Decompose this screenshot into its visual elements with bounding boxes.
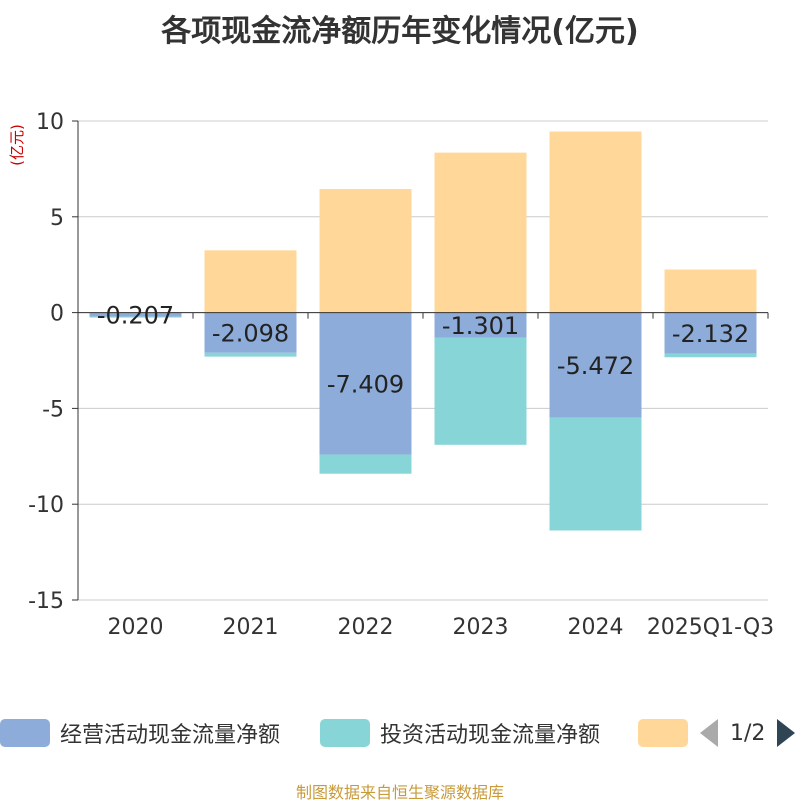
data-label: -0.207 [97,302,174,330]
legend-swatch-investing [320,719,370,747]
bar-operating-1 [204,312,297,353]
bar-investing-1 [204,352,297,357]
legend-item-operating[interactable]: 经营活动现金流量净额 [0,718,280,748]
source-note: 制图数据来自恒生聚源数据库 [295,783,504,802]
x-tick-label: 2020 [108,615,164,640]
data-label: -2.132 [672,320,749,348]
y-tick-label: 0 [50,302,64,327]
legend-item-investing[interactable]: 投资活动现金流量净额 [320,718,600,748]
chart-title: 各项现金流净额历年变化情况(亿元) [161,14,639,49]
y-tick-label: -15 [28,589,64,614]
bar-investing-4 [549,417,642,531]
bar-financing-4 [549,131,642,313]
data-label: -7.409 [327,371,404,399]
bar-investing-0 [89,316,182,318]
data-label: -2.098 [212,320,289,348]
legend-item-financing[interactable] [638,718,688,748]
x-tick-label: 2022 [338,615,394,640]
legend-pager: 1/2 [700,718,796,748]
bar-financing-1 [204,250,297,313]
y-tick-label: -10 [28,493,64,518]
legend-label-operating: 经营活动现金流量净额 [60,723,281,748]
y-tick-label: -5 [42,397,64,422]
pager-text: 1/2 [730,720,766,746]
data-label: -5.472 [557,352,634,380]
bar-operating-2 [319,312,412,455]
y-tick-label: 5 [50,206,64,231]
pager-prev-icon[interactable] [700,719,718,747]
x-tick-label: 2023 [453,615,509,640]
y-axis-label: (亿元) [8,124,26,166]
bar-operating-5 [664,312,757,354]
x-tick-label: 2025Q1-Q3 [647,615,774,640]
data-label: -1.301 [442,312,519,340]
pager-next-icon[interactable] [777,719,796,747]
bar-investing-3 [434,337,527,445]
x-tick-label: 2024 [568,615,624,640]
bar-operating-0 [89,312,182,317]
legend-label-investing: 投资活动现金流量净额 [380,723,601,748]
legend-swatch-operating [0,719,50,747]
bar-operating-4 [549,312,642,418]
bar-financing-5 [664,269,757,313]
x-tick-label: 2021 [223,615,279,640]
bar-financing-3 [434,152,527,313]
y-tick-label: 10 [36,110,64,135]
legend-swatch-financing [638,719,688,747]
bar-investing-5 [664,353,757,358]
bar-investing-2 [319,454,412,474]
bar-operating-3 [434,312,527,338]
bar-financing-2 [319,189,412,313]
chart-plot: -15 -10 -5 0 5 10 (亿元) 2020 2021 2022 2023 2024 2025… [8,110,774,640]
